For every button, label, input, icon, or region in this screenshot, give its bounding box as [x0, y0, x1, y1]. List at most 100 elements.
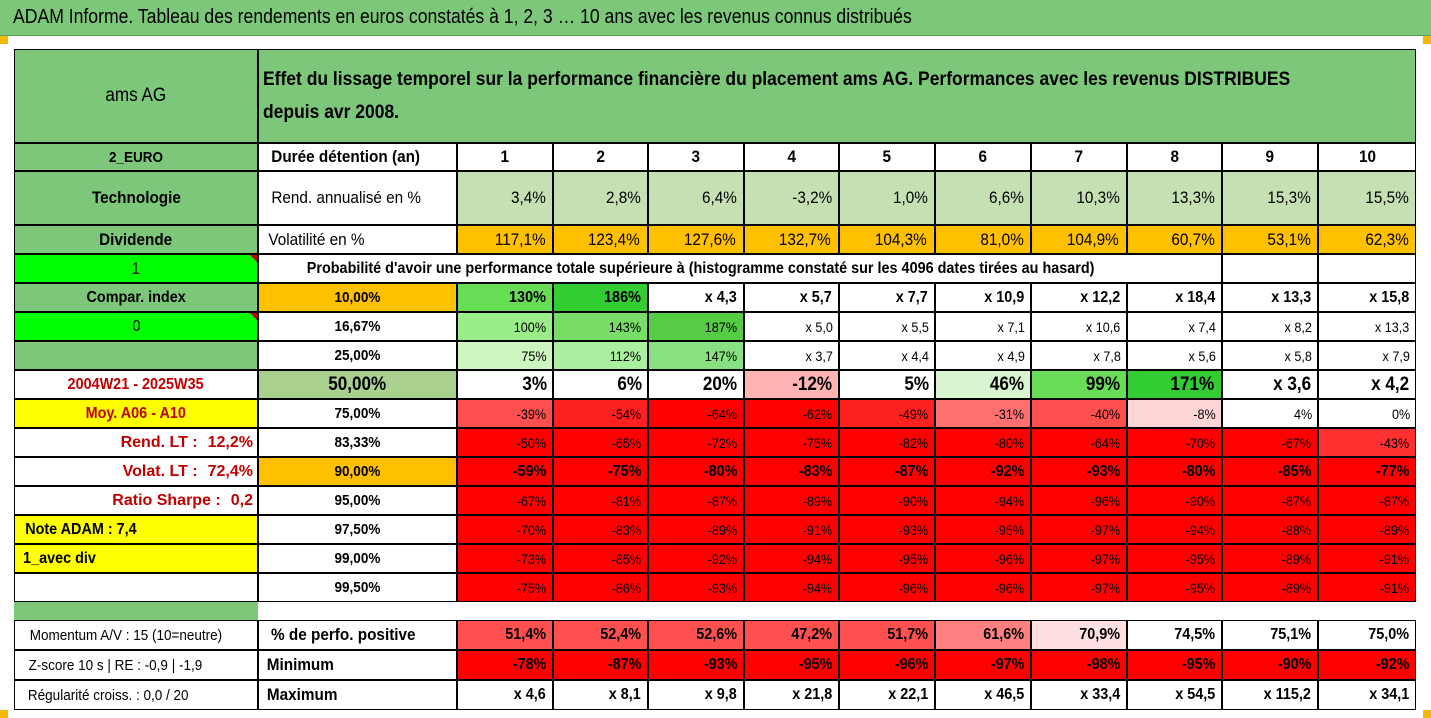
- stat-value: -92%: [1318, 650, 1416, 680]
- quantile-value-text: -94%: [802, 579, 833, 596]
- quantile-label: 99,00%: [258, 544, 457, 573]
- stat-cell-text: Z-score 10 s | RE : -0,9 | -1,9: [28, 656, 203, 674]
- rend-value-text: 10,3%: [1076, 188, 1120, 207]
- quantile-value: -75%: [457, 573, 553, 602]
- quantile-value: x 5,6: [1127, 341, 1222, 370]
- quantile-value-text: -96%: [1090, 492, 1121, 509]
- quantile-value: 20%: [648, 370, 744, 399]
- quantile-value-text: -31%: [994, 405, 1025, 422]
- quantile-value-text: 5%: [903, 373, 929, 395]
- stat-value-text: x 22,1: [887, 686, 928, 703]
- quantile-value-text: x 10,9: [983, 288, 1024, 306]
- quantile-value: -80%: [1127, 457, 1222, 486]
- stat-value-text: -92%: [1375, 656, 1410, 673]
- year-header: 4: [744, 143, 839, 171]
- quantile-value: -91%: [1318, 544, 1416, 573]
- stat-value: 51,4%: [457, 620, 553, 650]
- quantile-value: -80%: [935, 428, 1031, 457]
- quantile-value-text: -96%: [898, 579, 929, 596]
- company-name-cell: ams AG: [14, 49, 258, 143]
- quantile-value: x 5,7: [744, 283, 839, 312]
- stat-value-text: x 115,2: [1263, 686, 1311, 703]
- vol-value-text: 132,7%: [779, 229, 832, 249]
- vol-value-text: 104,3%: [875, 229, 928, 249]
- stat-value-text: -97%: [990, 656, 1025, 673]
- stat-cell-text: Régularité croiss. : 0,0 / 20: [27, 686, 189, 704]
- stat-value-text: -95%: [1181, 656, 1216, 673]
- dividend-cell-text: Dividende: [99, 229, 173, 249]
- stat-value: 75,0%: [1318, 620, 1416, 650]
- quantile-value: x 10,6: [1031, 312, 1127, 341]
- currency-cell: 2_EURO: [14, 143, 258, 171]
- quantile-value-text: x 4,9: [997, 347, 1025, 364]
- quantile-value-text: -85%: [611, 550, 642, 567]
- quantile-label: 95,00%: [258, 486, 457, 515]
- flag-one-cell-text: 1: [131, 258, 141, 278]
- quantile-value-text: -72%: [707, 434, 738, 451]
- quantile-value-text: -85%: [1277, 462, 1312, 480]
- quantile-value: -83%: [553, 515, 648, 544]
- flag-zero-cell: 0: [14, 312, 258, 341]
- vol-value-text: 53,1%: [1267, 229, 1311, 249]
- quantile-value-text: -95%: [994, 521, 1025, 538]
- quantile-value: -59%: [457, 457, 553, 486]
- quantile-value: 171%: [1127, 370, 1222, 399]
- quantile-label-text: 99,50%: [334, 579, 381, 596]
- vol-label: Volatilité en %: [258, 225, 457, 254]
- stat-cell-text: Momentum A/V : 15 (10=neutre): [29, 626, 223, 644]
- quantile-value-text: x 7,4: [1188, 318, 1216, 335]
- stat-value-text: 75,0%: [1367, 626, 1409, 643]
- quantile-value: 75%: [457, 341, 553, 370]
- rend-value-text: -3,2%: [791, 188, 832, 207]
- quantile-label: 97,50%: [258, 515, 457, 544]
- quantile-value-text: x 7,8: [1093, 347, 1121, 364]
- spacer: [258, 602, 1416, 620]
- quantile-value: -97%: [1031, 573, 1127, 602]
- stat-label: % de perfo. positive: [258, 620, 457, 650]
- quantile-value: x 15,8: [1318, 283, 1416, 312]
- quantile-label: 83,33%: [258, 428, 457, 457]
- quantile-value-text: -67%: [1281, 434, 1312, 451]
- year-header: 6: [935, 143, 1031, 171]
- quantile-value: -83%: [744, 457, 839, 486]
- vol-value: 132,7%: [744, 225, 839, 254]
- compar-index-cell: Compar. index: [14, 283, 258, 312]
- quantile-value-text: -96%: [994, 550, 1025, 567]
- description-cell: Effet du lissage temporel sur la perform…: [258, 49, 1416, 143]
- quantile-value-text: x 15,8: [1368, 288, 1409, 306]
- quantile-value-text: -83%: [798, 462, 833, 480]
- quantile-value-text: 6%: [616, 373, 642, 395]
- quantile-value: x 18,4: [1127, 283, 1222, 312]
- quantile-value-text: x 5,8: [1284, 347, 1312, 364]
- quantile-label: 99,50%: [258, 573, 457, 602]
- quantile-value: -67%: [1222, 428, 1318, 457]
- rend-value: 6,4%: [648, 171, 744, 225]
- quantile-label-text: 10,00%: [334, 289, 381, 306]
- quantile-value: -91%: [1318, 573, 1416, 602]
- quantile-value-text: x 10,6: [1085, 318, 1121, 335]
- quantile-value: -92%: [935, 457, 1031, 486]
- quantile-value: 186%: [553, 283, 648, 312]
- stat-value-text: -96%: [894, 656, 929, 673]
- quantile-value-text: -70%: [1185, 434, 1216, 451]
- note-adam-cell: Note ADAM : 7,4: [14, 515, 258, 544]
- quantile-value-text: -92%: [707, 550, 738, 567]
- quantile-value-text: x 3,6: [1272, 373, 1311, 395]
- vol-value-text: 62,3%: [1365, 229, 1409, 249]
- quantile-value-text: -82%: [898, 434, 929, 451]
- quantile-value-text: -94%: [1185, 521, 1216, 538]
- quantile-value: -85%: [1222, 457, 1318, 486]
- quantile-value-text: -73%: [516, 550, 547, 567]
- quantile-label-text: 90,00%: [334, 463, 381, 480]
- quantile-value-text: 100%: [513, 318, 547, 335]
- stat-value: 47,2%: [744, 620, 839, 650]
- quantile-value: x 5,5: [839, 312, 935, 341]
- quantile-value: -96%: [935, 544, 1031, 573]
- compar-index-cell-text: Compar. index: [86, 288, 186, 306]
- quantile-value-text: -83%: [611, 521, 642, 538]
- quantile-value-text: x 12,2: [1079, 288, 1120, 306]
- quantile-value: -85%: [553, 544, 648, 573]
- quantile-value-text: 186%: [604, 288, 641, 306]
- quantile-value-text: 112%: [609, 347, 642, 364]
- quantile-value-text: 20%: [702, 373, 738, 395]
